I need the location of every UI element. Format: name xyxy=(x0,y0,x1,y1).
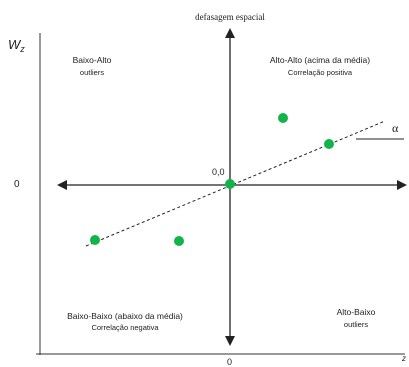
horizontal-axis-right-arrow xyxy=(397,180,407,190)
slope-alpha-label: α xyxy=(392,121,399,135)
quadrant-bottom-right-title: Alto-Baixo xyxy=(336,307,376,317)
wz-label: Wz xyxy=(8,38,25,54)
data-points xyxy=(90,113,334,246)
data-point xyxy=(324,139,334,149)
x-axis-label: z xyxy=(402,354,406,363)
regression-line xyxy=(85,120,386,247)
quadrant-bottom-left-title: Baixo-Baixo (abaixo da média) xyxy=(67,311,183,321)
y-zero-label: 0 xyxy=(14,179,20,190)
x-zero-label: 0 xyxy=(227,357,233,367)
data-point xyxy=(90,235,100,245)
data-point xyxy=(225,179,235,189)
quadrant-top-left-title: Baixo-Alto xyxy=(72,55,112,65)
quadrant-bottom-right-subtitle: outliers xyxy=(343,320,369,329)
quadrant-top-right-title: Alto-Alto (acima da média) xyxy=(269,55,371,65)
quadrant-top-left-subtitle: outliers xyxy=(79,68,105,77)
data-point xyxy=(174,236,184,246)
data-point xyxy=(278,113,288,123)
wz-subscript: z xyxy=(20,44,25,54)
wz-letter: W xyxy=(8,37,21,52)
origin-label: 0,0 xyxy=(212,167,225,177)
y-axis-label: defasagem espacial xyxy=(195,12,265,22)
quadrant-bottom-left-subtitle: Correlação negativa xyxy=(91,323,159,332)
quadrant-top-right-subtitle: Correlação positiva xyxy=(287,68,353,77)
horizontal-axis-left-arrow xyxy=(57,180,67,190)
vertical-axis-top-arrow xyxy=(225,28,235,38)
vertical-axis-bottom-arrow xyxy=(225,336,235,346)
